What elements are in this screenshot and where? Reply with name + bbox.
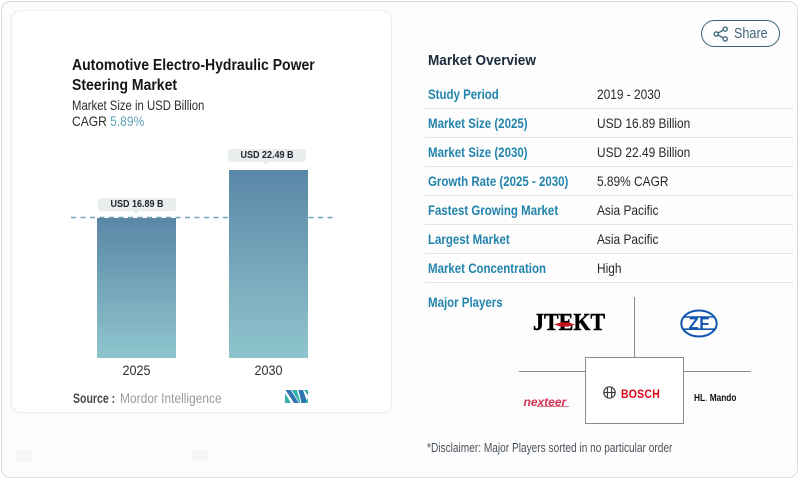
svg-text:ZF: ZF <box>689 315 710 333</box>
